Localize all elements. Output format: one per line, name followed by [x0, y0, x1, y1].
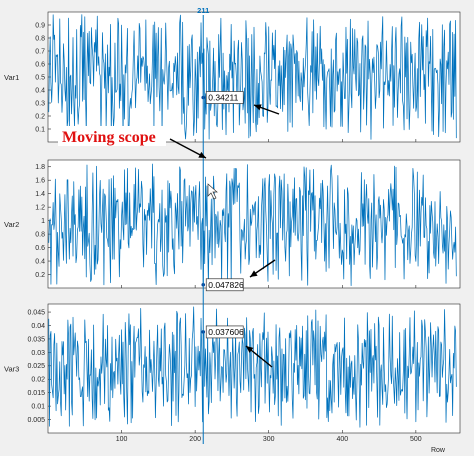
cursor-icon [207, 183, 218, 200]
annotations: Moving scope [58, 104, 280, 368]
x-tick-label: 100 [116, 436, 128, 443]
y-tick-label: 0.5 [35, 74, 45, 81]
y-tick-label: 0.045 [27, 309, 45, 316]
y-tick-label: 0.2 [35, 113, 45, 120]
y-axis-label: Var3 [4, 365, 19, 374]
datatip-box [205, 91, 244, 104]
datatip-box [205, 278, 244, 292]
x-tick-label: 400 [336, 436, 348, 443]
annotation-background [58, 126, 166, 146]
y-tick-label: 1.2 [35, 205, 45, 212]
panel-3: 0.005 0.01 0.015 0.02 0.025 0.03 0.035 0.04 0.04… [4, 303, 461, 434]
x-axis-label: Row [431, 447, 446, 454]
y-tick-label: 0.4 [35, 87, 45, 94]
arrow-head [246, 346, 254, 353]
y-tick-label: 0.015 [27, 390, 45, 397]
y-tick-label: 0.2 [35, 272, 45, 279]
moving-scope[interactable]: 211 [197, 6, 209, 444]
arrow-head [250, 270, 258, 277]
y-tick-label: 0.6 [35, 61, 45, 68]
x-axis: 100 200 300 400 500 Row [116, 436, 446, 454]
arrow-head [254, 104, 262, 111]
y-tick-label: 0.4 [35, 258, 45, 265]
y-tick-label: 0.04 [31, 323, 45, 330]
series-line-var2 [48, 163, 457, 287]
y-tick-label: 0.01 [31, 404, 45, 411]
y-tick-label: 0.02 [31, 377, 45, 384]
panel-1: 0.1 0.2 0.3 0.4 0.5 0.6 0.7 0.8 0.9 Var1 0.34211 [4, 11, 461, 143]
datatip-value: 0.34211 [208, 93, 238, 103]
y-tick-label: 0.005 [27, 417, 45, 424]
x-tick-label: 200 [189, 436, 201, 443]
series-line-var1 [48, 14, 457, 140]
datatip-value: 0.047826 [208, 280, 244, 290]
y-tick-label: 0.8 [35, 232, 45, 239]
y-tick-label: 1.8 [35, 164, 45, 171]
x-tick-label: 300 [263, 436, 275, 443]
plot-area [47, 159, 461, 289]
y-axis: 0.1 0.2 0.3 0.4 0.5 0.6 0.7 0.8 0.9 [35, 22, 51, 133]
y-tick-label: 0.035 [27, 336, 45, 343]
y-tick-label: 0.1 [35, 126, 45, 133]
datatip-value: 0.037606 [208, 327, 244, 337]
y-axis: 0.005 0.01 0.015 0.02 0.025 0.03 0.035 0.04 0.04… [27, 309, 51, 424]
y-tick-label: 1 [41, 218, 45, 225]
scope-label: 211 [197, 6, 209, 15]
y-tick-label: 1.4 [35, 191, 45, 198]
y-axis: 0.2 0.4 0.6 0.8 1 1.2 1.4 1.6 1.8 [35, 164, 51, 279]
y-tick-label: 0.6 [35, 245, 45, 252]
y-axis-label: Var2 [4, 220, 19, 229]
panel-2: 0.2 0.4 0.6 0.8 1 1.2 1.4 1.6 1.8 Var2 0.047826 [4, 159, 461, 292]
y-tick-label: 0.9 [35, 22, 45, 29]
panels: 0.10.20.30.40.50.60.70.80.9Var10.342110.… [4, 11, 461, 434]
x-tick-label: 500 [410, 436, 422, 443]
y-tick-label: 0.3 [35, 100, 45, 107]
series-line-var3 [48, 306, 457, 428]
datatip-box [205, 325, 244, 339]
y-tick-label: 1.6 [35, 178, 45, 185]
y-tick-label: 0.7 [35, 48, 45, 55]
y-tick-label: 0.8 [35, 35, 45, 42]
y-tick-label: 0.03 [31, 350, 45, 357]
arrow-head [198, 151, 206, 158]
y-tick-label: 0.025 [27, 363, 45, 370]
y-axis-label: Var1 [4, 73, 19, 82]
annotation-text: Moving scope [62, 129, 156, 146]
